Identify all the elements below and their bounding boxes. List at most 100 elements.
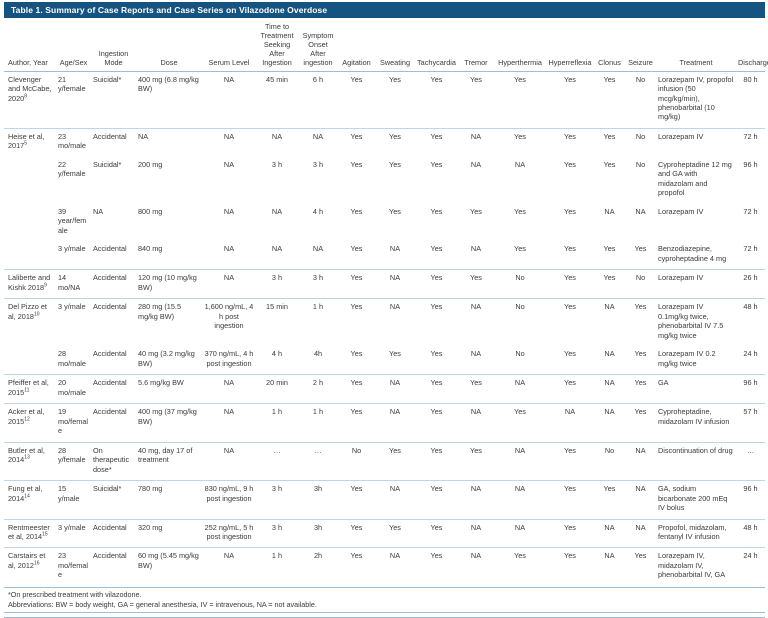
cell-tremor: NA xyxy=(458,127,494,157)
cell-serum-level: NA xyxy=(202,403,256,443)
cell-hyperreflexia: Yes xyxy=(564,244,576,254)
cell-hyperthermia: NA xyxy=(494,441,546,481)
cell-hyperreflexia: Yes xyxy=(564,349,576,359)
cell-dose: 280 mg (15.5 mg/kg BW) xyxy=(136,298,202,347)
cell-symptom-onset: 3h xyxy=(298,518,338,548)
author-cell: Del Pizzo et al, 201810 xyxy=(4,298,56,375)
reference-number: 11 xyxy=(24,387,30,394)
cell-clonus: NA xyxy=(594,298,625,347)
cell-tremor: NA xyxy=(458,518,494,548)
case-row: Heise et al, 20175 23 mo/male Accidental NA… xyxy=(4,127,765,270)
author-cell: Rentmeester et al, 201415 xyxy=(4,518,56,548)
footnotes: *On prescribed treatment with vilazodone… xyxy=(4,586,765,614)
cell-tremor: NA xyxy=(458,298,494,347)
cell-discharge: 72 h xyxy=(743,206,758,216)
case-row: Pfeiffer et al, 201511 20 mo/male Accident… xyxy=(4,374,765,404)
cell-treatment: Propofol, midazolam, fentanyl IV infusio… xyxy=(656,518,736,548)
cell-hyperthermia: No xyxy=(515,349,525,359)
cell-seizure: NA xyxy=(625,441,656,481)
cell-dose: 780 mg xyxy=(136,480,202,519)
cell-hyperreflexia: Yes xyxy=(546,374,594,404)
cell-seizure: NA xyxy=(625,480,656,519)
cell-seizure: Yes xyxy=(625,547,656,586)
cell-age-sex: 3 y/male xyxy=(58,244,86,254)
cell-agitation: Yes xyxy=(350,159,363,169)
column-header-discharge: Discharge xyxy=(736,19,768,72)
cell-tachycardia: Yes xyxy=(430,159,443,169)
author-cell: Heise et al, 20175 xyxy=(4,127,56,270)
cell-tachycardia: Yes xyxy=(430,244,443,254)
cell-serum-level: 830 ng/mL, 9 h post ingestion xyxy=(202,480,256,519)
cell-seizure: No xyxy=(635,74,646,84)
cell-symptom-onset: 3h xyxy=(298,480,338,519)
author-name: Acker et al, 2015 xyxy=(8,407,45,426)
cell-symptom-onset: 2 h xyxy=(298,374,338,404)
cell-seizure: Yes xyxy=(634,244,647,254)
cell-serum-level: NA xyxy=(223,74,235,84)
cell-serum-level: NA xyxy=(202,269,256,299)
cell-age-sex: 3 y/male xyxy=(56,298,91,347)
author-cell: Clevenger and McCabe, 20208 xyxy=(4,71,56,128)
cell-sweating: NA xyxy=(375,269,415,299)
column-header-ingestion-mode: Ingestion Mode xyxy=(91,19,136,72)
cell-sweating: Yes xyxy=(389,74,401,84)
cell-hyperreflexia: NA xyxy=(546,403,594,443)
cell-seizure: No xyxy=(625,127,656,157)
column-header-clonus: Clonus xyxy=(594,19,625,72)
cell-sweating: Yes xyxy=(389,206,401,216)
cell-ingestion-mode: Accidental xyxy=(91,403,136,443)
cell-agitation: Yes xyxy=(338,374,375,404)
table-title: Table 1. Summary of Case Reports and Cas… xyxy=(4,2,765,18)
cell-tachycardia: Yes xyxy=(415,547,458,586)
cell-hyperreflexia: Yes xyxy=(546,127,594,157)
cell-age-sex: 28 y/female xyxy=(56,441,91,481)
cell-clonus: NA xyxy=(594,518,625,548)
cell-tremor: NA xyxy=(470,349,482,359)
column-header-seizure: Seizure xyxy=(625,19,656,72)
cell-treatment: Lorazepam IV 0.2 mg/kg twice xyxy=(658,349,716,368)
cell-ingestion-mode: Accidental xyxy=(93,349,127,359)
author-cell: Acker et al, 201512 xyxy=(4,403,56,443)
cell-symptom-onset: 3 h xyxy=(312,159,324,169)
cell-seizure: Yes xyxy=(625,374,656,404)
cell-age-sex: 39 year/female xyxy=(58,206,87,235)
cell-ingestion-mode: On therapeutic dose* xyxy=(91,441,136,481)
cell-treatment: Cyproheptadine, midazolam IV infusion xyxy=(656,403,736,443)
cell-ingestion-mode: Accidental xyxy=(91,298,136,347)
column-header-serum-level: Serum Level xyxy=(202,19,256,72)
author-name: Carstairs et al, 2012 xyxy=(8,551,46,570)
cell-serum-level: 1,600 ng/mL, 4 h post ingestion xyxy=(202,298,256,347)
cell-symptom-onset: NA xyxy=(298,127,338,157)
cell-seizure: NA xyxy=(635,206,646,216)
cell-hyperreflexia: Yes xyxy=(546,269,594,299)
case-row: Rentmeester et al, 201415 3 y/male Acciden… xyxy=(4,518,765,548)
cell-serum-level: NA xyxy=(223,244,235,254)
cell-treatment: Benzodiazepine, cyproheptadine 4 mg xyxy=(658,244,727,263)
cell-clonus: Yes xyxy=(603,159,616,169)
cell-hyperthermia: Yes xyxy=(514,244,526,254)
cell-seizure: Yes xyxy=(634,349,647,359)
cell-tachycardia: Yes xyxy=(415,298,458,347)
cell-dose: 400 mg (37 mg/kg BW) xyxy=(136,403,202,443)
cell-time-to-treatment: 3 h xyxy=(256,480,298,519)
cell-age-sex: 21 y/female xyxy=(58,74,86,94)
cell-hyperthermia: NA xyxy=(494,374,546,404)
cell-discharge: 26 h xyxy=(736,269,765,299)
author-name: Fung et al, 2014 xyxy=(8,484,43,503)
column-header-agitation: Agitation xyxy=(338,19,375,72)
cell-agitation: Yes xyxy=(338,403,375,443)
column-header-author-year: Author, Year xyxy=(4,19,56,72)
cell-tachycardia: Yes xyxy=(430,74,443,84)
cell-agitation: Yes xyxy=(338,127,375,157)
column-header-tremor: Tremor xyxy=(458,19,494,72)
cell-clonus: NA xyxy=(594,374,625,404)
cell-discharge: 96 h xyxy=(743,159,758,169)
cell-discharge: 48 h xyxy=(736,518,765,548)
cell-age-sex: 23 mo/female xyxy=(56,547,91,586)
cell-hyperreflexia: Yes xyxy=(546,547,594,586)
cell-hyperreflexia: Yes xyxy=(546,441,594,481)
cell-hyperthermia: NA xyxy=(494,480,546,519)
author-name: Heise et al, 2017 xyxy=(8,131,45,151)
author-name: Pfeiffer et al, 2015 xyxy=(8,378,49,397)
